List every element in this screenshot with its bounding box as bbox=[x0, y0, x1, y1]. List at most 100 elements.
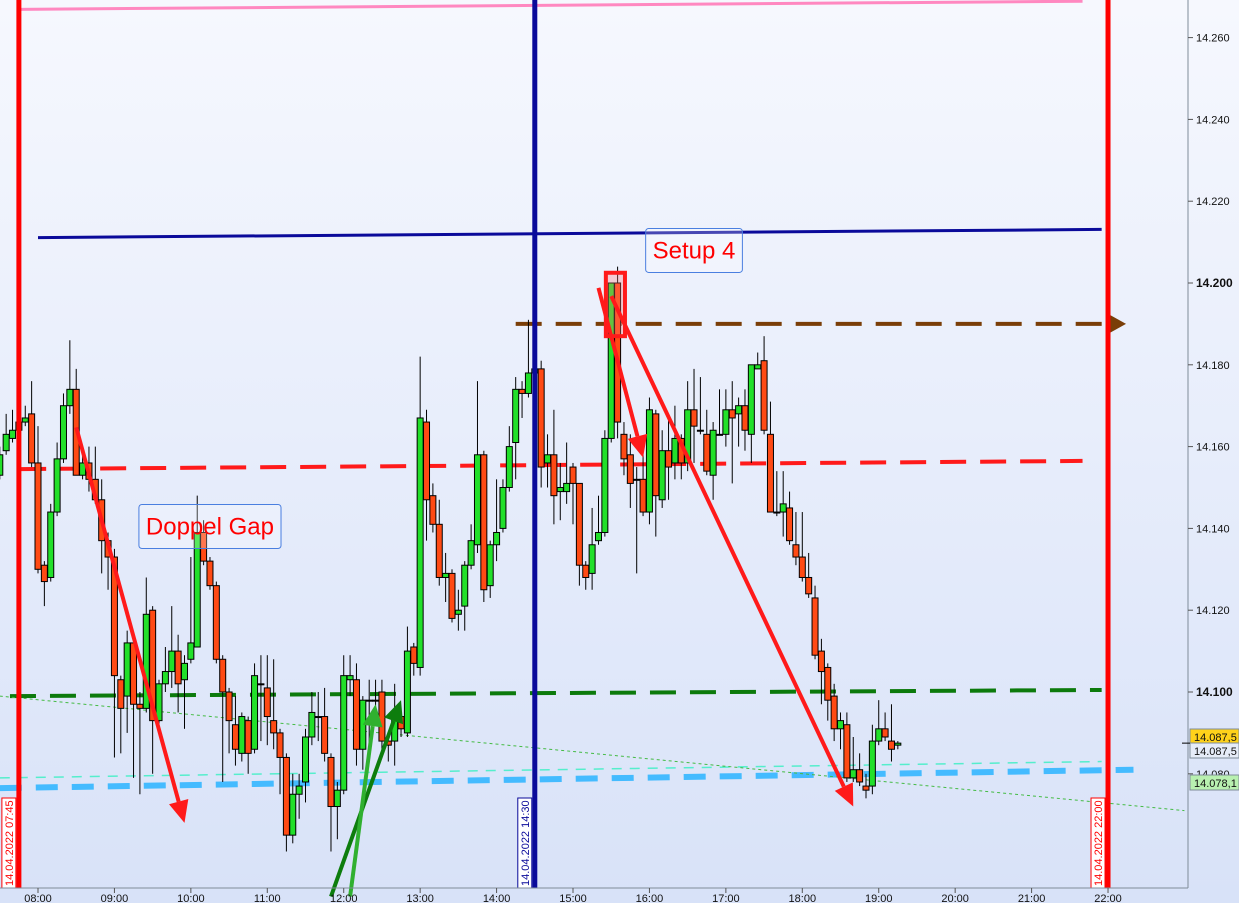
candle-body-down bbox=[728, 409, 736, 419]
candle-body-down bbox=[760, 360, 768, 431]
candle-body-up bbox=[894, 742, 902, 746]
candle bbox=[709, 422, 717, 500]
candle-body-up bbox=[53, 458, 61, 513]
candle-body-up bbox=[754, 364, 762, 370]
candle bbox=[155, 679, 163, 725]
candle bbox=[263, 655, 271, 746]
candle-body-up bbox=[512, 388, 520, 444]
candle-body-up bbox=[594, 531, 602, 542]
candle-body-down bbox=[811, 597, 819, 656]
candle bbox=[805, 552, 813, 598]
candle-body-up bbox=[722, 409, 730, 435]
candle-body-up bbox=[875, 728, 883, 742]
red-arrow-1 bbox=[74, 426, 181, 803]
candle-body-down bbox=[798, 556, 806, 578]
candle bbox=[856, 753, 864, 787]
arrowhead-icon bbox=[169, 799, 189, 823]
candle bbox=[817, 638, 825, 705]
candle-body-up bbox=[193, 531, 201, 648]
price-tick-label: 14.180 bbox=[1196, 360, 1230, 372]
arrowhead-icon bbox=[384, 700, 404, 725]
candle bbox=[225, 687, 233, 754]
candle bbox=[563, 442, 571, 504]
candle-body-up bbox=[735, 405, 743, 415]
candle bbox=[34, 426, 42, 574]
price-tag-value: 14.087,5 bbox=[1194, 746, 1237, 758]
aqua-dashed-line bbox=[0, 760, 1102, 779]
candle-body-up bbox=[747, 364, 755, 435]
price-tick-label: 14.140 bbox=[1196, 523, 1230, 535]
candle-body-down bbox=[824, 666, 832, 701]
candle bbox=[747, 364, 755, 463]
candle bbox=[289, 773, 297, 844]
candle bbox=[28, 381, 36, 468]
candle bbox=[862, 773, 870, 799]
candle-body-down bbox=[263, 687, 271, 718]
candle-body-up bbox=[696, 429, 704, 432]
candle-body-down bbox=[805, 576, 813, 595]
candle bbox=[594, 495, 602, 545]
candle bbox=[219, 655, 227, 782]
candle-body-up bbox=[499, 487, 507, 529]
candle-body-up bbox=[773, 511, 781, 514]
candle bbox=[161, 647, 169, 692]
annotation-box: Doppel Gap bbox=[138, 504, 282, 550]
candle-body-up bbox=[716, 433, 724, 436]
candle-body-up bbox=[779, 503, 787, 513]
candle-body-up bbox=[161, 671, 169, 685]
candle-body-up bbox=[524, 372, 532, 394]
candle-body-up bbox=[372, 699, 380, 702]
candle-body-down bbox=[766, 433, 774, 513]
candle-body-down bbox=[887, 740, 895, 750]
green-dashed-line bbox=[9, 687, 1102, 699]
time-tick-label: 22:00 bbox=[1094, 893, 1122, 903]
candle bbox=[302, 728, 310, 803]
candle bbox=[786, 491, 794, 545]
candle-body-down bbox=[410, 646, 418, 664]
time-tick-label: 14:00 bbox=[483, 893, 511, 903]
candle bbox=[308, 692, 316, 746]
candle-body-up bbox=[442, 572, 450, 578]
candle bbox=[868, 724, 876, 795]
pink-line bbox=[20, 0, 1083, 11]
candle bbox=[187, 557, 195, 664]
candle-body-up bbox=[563, 482, 571, 493]
red-arrow-2 bbox=[596, 287, 640, 437]
time-tick-label: 09:00 bbox=[101, 893, 129, 903]
candle bbox=[110, 548, 118, 758]
candle-body-down bbox=[518, 388, 526, 394]
candle-body-down bbox=[537, 368, 545, 468]
candle-body-up bbox=[346, 675, 354, 681]
candle bbox=[193, 495, 201, 648]
candle bbox=[760, 336, 768, 435]
candle-body-down bbox=[429, 495, 437, 525]
candle bbox=[798, 512, 806, 582]
candle bbox=[722, 389, 730, 447]
candle-body-down bbox=[352, 679, 360, 750]
candle-body-up bbox=[0, 454, 4, 476]
candle bbox=[766, 401, 774, 513]
price-tag-value: 14.087,5 bbox=[1194, 732, 1237, 744]
candle-body-down bbox=[110, 556, 118, 677]
candle-body-down bbox=[149, 609, 157, 722]
candle-body-down bbox=[741, 405, 749, 431]
candle-body-up bbox=[123, 642, 131, 697]
candle-body-down bbox=[276, 732, 284, 758]
candle bbox=[340, 655, 348, 795]
candle-body-down bbox=[830, 695, 838, 730]
candle-body-up bbox=[257, 683, 265, 686]
candle bbox=[493, 479, 501, 562]
candle-body-down bbox=[569, 466, 577, 484]
candle bbox=[149, 606, 157, 774]
candle-body-down bbox=[244, 720, 252, 754]
candle bbox=[327, 753, 335, 852]
candle-body-up bbox=[467, 540, 475, 566]
lightgreen-arrow bbox=[348, 725, 375, 897]
candle bbox=[200, 520, 208, 566]
candle-body-up bbox=[473, 454, 481, 546]
annotation-frame bbox=[645, 227, 743, 273]
candle-body-down bbox=[862, 785, 870, 791]
annotation-frame bbox=[138, 504, 282, 550]
